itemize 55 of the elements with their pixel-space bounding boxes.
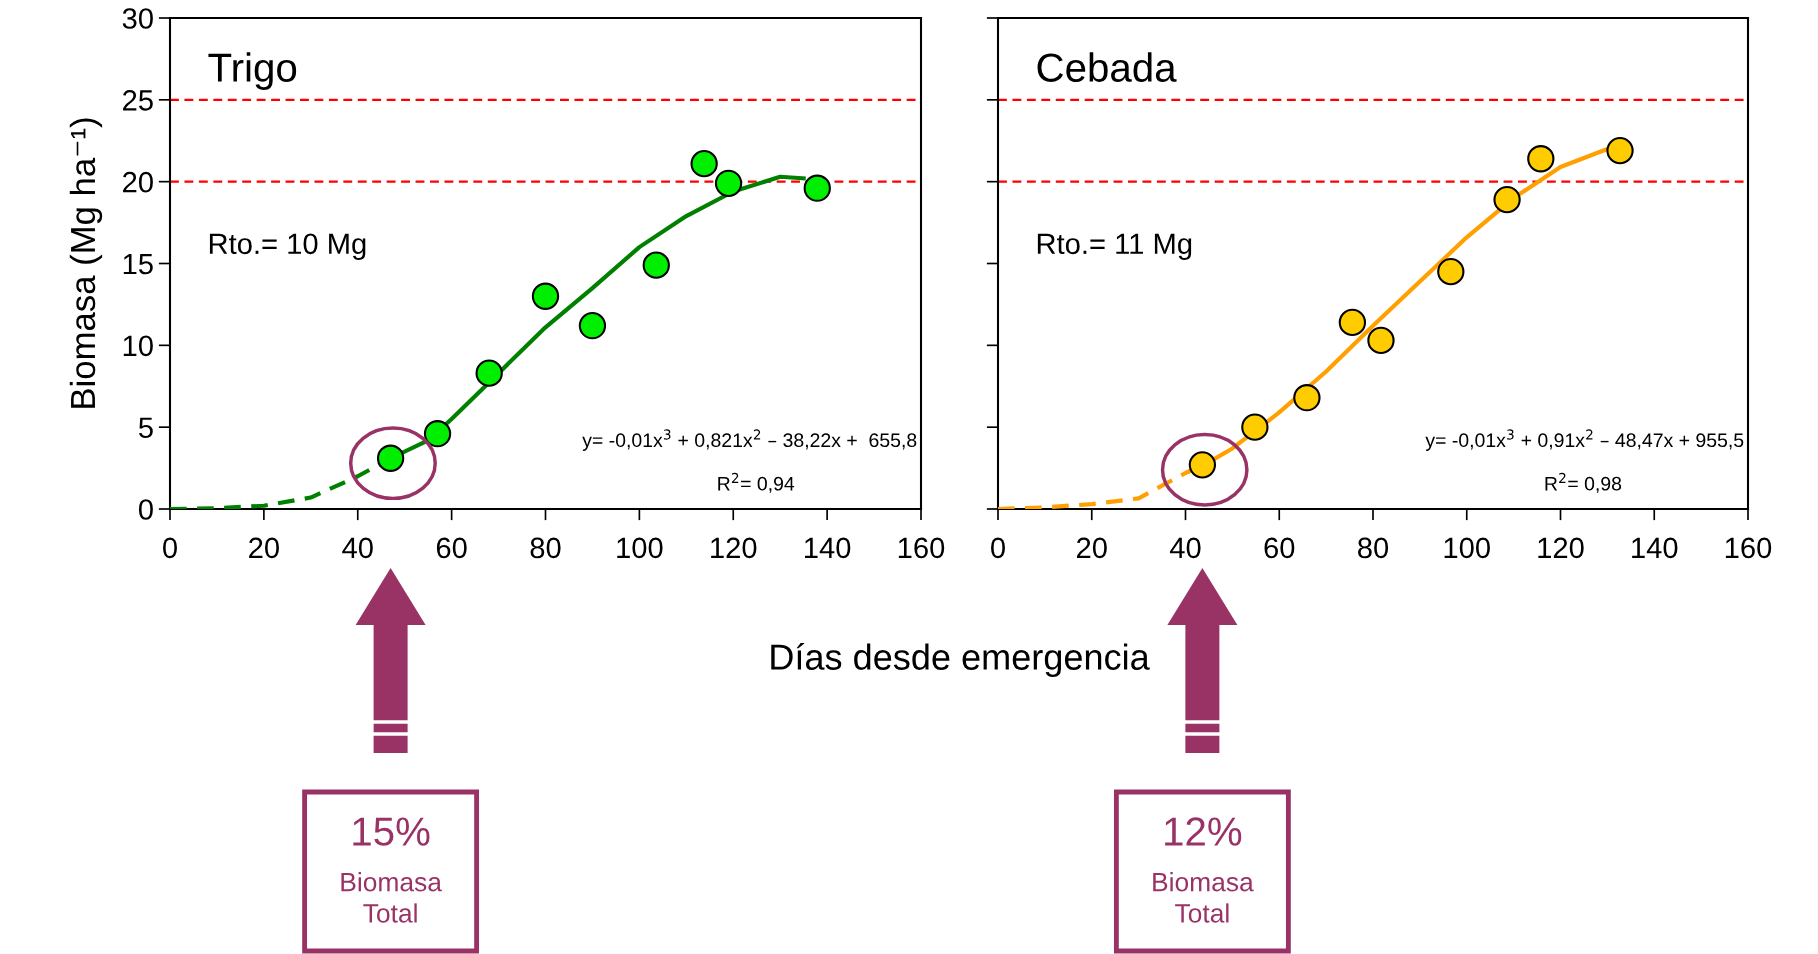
annotation: R$^{2}$= 0,94 <box>718 472 795 493</box>
x-tick-label: 120 <box>711 537 757 559</box>
x-tick-label: 140 <box>805 537 851 559</box>
text: Trigo <box>208 52 297 90</box>
point <box>423 420 452 448</box>
x-tick-label: 60 <box>1264 537 1295 559</box>
x-tick-label: 0 <box>163 537 177 559</box>
y-tick-label: 25 <box>123 90 153 111</box>
point <box>1437 258 1465 286</box>
annotation: R$^{2}$= 0,98 <box>1545 472 1622 493</box>
x-tick-label: 100 <box>617 537 663 559</box>
text: Biomasa Total <box>1153 872 1254 923</box>
point <box>1293 384 1321 412</box>
point <box>1338 308 1367 337</box>
point <box>803 174 831 202</box>
text: 12% <box>1165 817 1242 846</box>
point <box>1606 136 1634 165</box>
text: 15% <box>353 817 430 846</box>
x-tick-label: 0 <box>991 537 1005 559</box>
point <box>475 359 503 387</box>
y-tick-label: 20 <box>123 171 153 193</box>
x-tick-label: 20 <box>249 537 279 559</box>
x-tick-label: 40 <box>342 537 373 559</box>
y-tick-label: 15 <box>123 254 153 275</box>
point <box>531 282 560 310</box>
x-tick-label: 120 <box>1538 537 1584 559</box>
text: Biomasa Total <box>341 872 442 923</box>
x-tick-label: 140 <box>1632 537 1678 559</box>
x-tick-label: 20 <box>1077 537 1107 559</box>
annotation: y= -0,01x$^{3}$ + 0,91x$^{2}$ – 48,47x + 955,5 <box>1425 429 1744 451</box>
x-tick-label: 100 <box>1444 537 1490 559</box>
point <box>578 312 607 340</box>
point <box>1367 326 1395 355</box>
y-tick-label: 10 <box>123 335 153 357</box>
point <box>1527 145 1555 173</box>
point <box>690 150 718 178</box>
point <box>1493 186 1521 214</box>
x-tick-label: 80 <box>530 537 561 559</box>
y-tick-label: 0 <box>138 499 153 520</box>
annotation: Rto.= 11 Mg <box>1037 233 1192 260</box>
annotation: y= -0,01x$^{3}$ + 0,821x$^{2}$ – 38,22x + 655,8 <box>582 429 917 451</box>
x-axis-title: Días desde emergencia <box>771 642 1150 678</box>
x-tick-label: 60 <box>436 537 467 559</box>
x-tick-label: 80 <box>1358 537 1389 559</box>
x-tick-label: 160 <box>1725 537 1772 559</box>
annotation: Rto.= 10 Mg <box>209 233 366 260</box>
text: Cebada <box>1037 52 1177 82</box>
y-axis-title: Biomasa (Mg ha⁻¹) <box>69 118 103 408</box>
y-tick-label: 5 <box>138 417 153 439</box>
x-tick-label: 160 <box>898 537 945 559</box>
point <box>714 169 743 197</box>
point <box>1241 413 1269 441</box>
x-tick-label: 40 <box>1169 537 1201 559</box>
y-tick-label: 30 <box>122 8 153 29</box>
point <box>642 251 670 279</box>
